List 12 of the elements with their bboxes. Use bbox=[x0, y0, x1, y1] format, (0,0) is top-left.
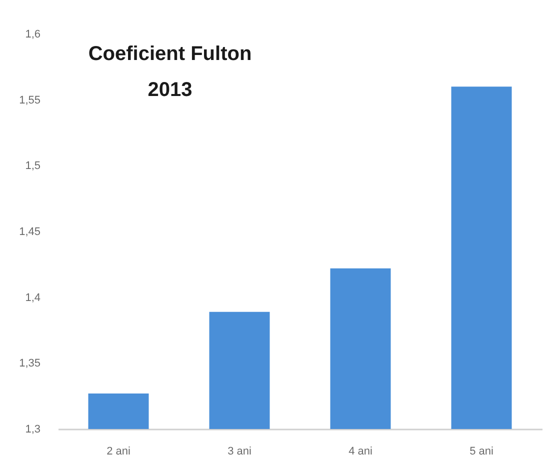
y-tick-label: 1,6 bbox=[25, 28, 40, 40]
x-tick-label: 4 ani bbox=[348, 446, 372, 458]
y-tick-label: 1,35 bbox=[19, 358, 40, 370]
y-tick-label: 1,45 bbox=[19, 226, 40, 238]
y-tick-label: 1,3 bbox=[25, 424, 40, 436]
x-tick-label: 5 ani bbox=[470, 446, 494, 458]
x-tick-label: 2 ani bbox=[106, 446, 130, 458]
y-tick-label: 1,55 bbox=[19, 94, 40, 106]
x-tick-label: 3 ani bbox=[228, 446, 252, 458]
y-tick-label: 1,5 bbox=[25, 160, 40, 172]
y-tick-label: 1,4 bbox=[25, 292, 40, 304]
text: Coeficient Fulton 2013 bbox=[88, 43, 252, 101]
